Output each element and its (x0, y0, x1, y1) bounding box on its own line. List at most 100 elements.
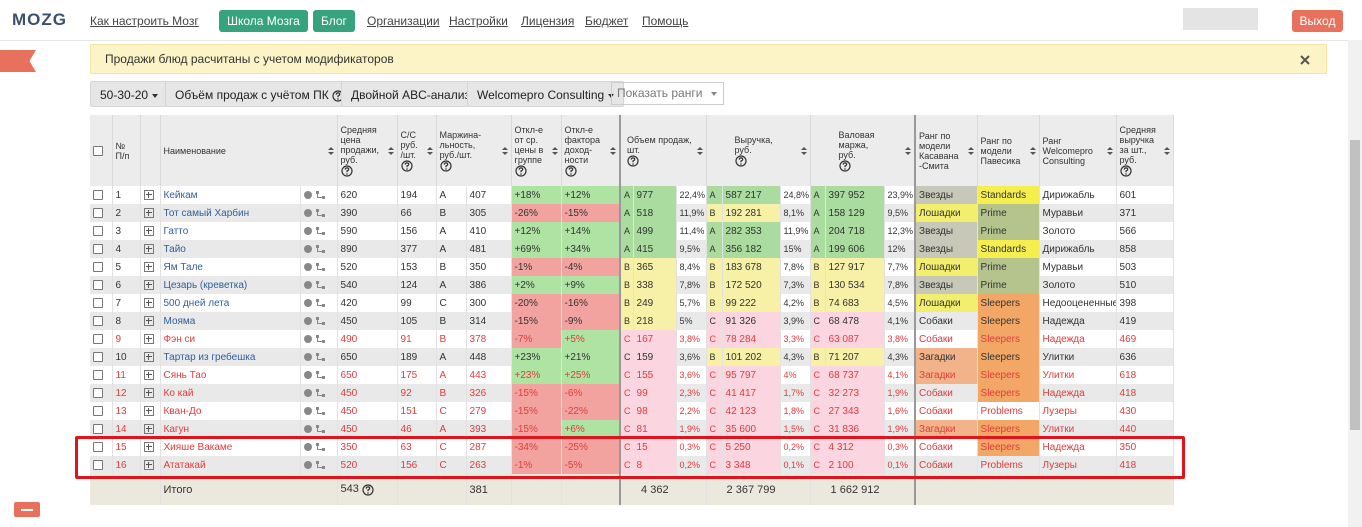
tree-icon[interactable] (316, 191, 325, 199)
checkbox[interactable] (93, 262, 103, 272)
nav-link[interactable]: Настройки (449, 14, 508, 28)
sort-icon[interactable] (1030, 147, 1035, 155)
tree-icon[interactable] (316, 371, 325, 379)
item-name[interactable]: Гатто (160, 222, 300, 240)
item-name[interactable]: Кейкам (160, 186, 300, 204)
tree-icon[interactable] (316, 263, 325, 271)
checkbox[interactable] (93, 226, 103, 236)
item-name[interactable]: Ям Тале (160, 258, 300, 276)
expand-icon[interactable] (144, 244, 154, 254)
checkbox[interactable] (93, 370, 103, 380)
info-icon[interactable] (304, 191, 312, 199)
checkbox[interactable] (93, 316, 103, 326)
tree-icon[interactable] (316, 407, 325, 415)
rank-select[interactable]: Показать ранги (611, 82, 724, 105)
info-icon[interactable] (304, 227, 312, 235)
tree-icon[interactable] (316, 281, 325, 289)
mode-dropdown[interactable]: 50-30-20 (90, 81, 168, 107)
help-icon[interactable] (341, 165, 353, 177)
help-icon[interactable] (735, 155, 747, 167)
info-icon[interactable] (304, 389, 312, 397)
help-icon[interactable] (1120, 165, 1132, 177)
checkbox[interactable] (93, 190, 103, 200)
nav-link[interactable]: Помощь (642, 14, 688, 28)
tree-icon[interactable] (316, 209, 325, 217)
expand-icon[interactable] (144, 280, 154, 290)
tree-icon[interactable] (316, 353, 325, 361)
expand-icon[interactable] (144, 334, 154, 344)
volume-button[interactable]: Объём продаж с учётом ПК (165, 81, 354, 107)
info-icon[interactable] (304, 245, 312, 253)
logout-button[interactable]: Выход (1292, 10, 1343, 32)
sort-icon[interactable] (552, 147, 557, 155)
item-name[interactable]: Тайо (160, 240, 300, 258)
collapse-button[interactable] (14, 502, 40, 517)
help-icon[interactable] (627, 155, 639, 167)
expand-icon[interactable] (144, 406, 154, 416)
item-name[interactable]: Сянь Тао (160, 366, 300, 384)
info-icon[interactable] (304, 299, 312, 307)
sort-icon[interactable] (1164, 147, 1169, 155)
user-box[interactable] (1183, 8, 1258, 30)
info-icon[interactable] (304, 335, 312, 343)
sort-icon[interactable] (328, 147, 333, 155)
sort-icon[interactable] (502, 147, 507, 155)
checkbox[interactable] (93, 280, 103, 290)
checkbox[interactable] (93, 334, 103, 344)
tree-icon[interactable] (316, 389, 325, 397)
expand-icon[interactable] (144, 370, 154, 380)
sort-icon[interactable] (427, 147, 432, 155)
tree-icon[interactable] (316, 317, 325, 325)
help-icon[interactable] (362, 484, 374, 496)
info-icon[interactable] (304, 317, 312, 325)
info-icon[interactable] (304, 371, 312, 379)
school-button[interactable]: Школа Мозга (219, 10, 308, 32)
expand-icon[interactable] (144, 298, 154, 308)
alert-close[interactable] (1300, 55, 1310, 65)
tree-icon[interactable] (316, 299, 325, 307)
tree-icon[interactable] (316, 245, 325, 253)
help-icon[interactable] (565, 165, 577, 177)
expand-icon[interactable] (144, 262, 154, 272)
sort-icon[interactable] (388, 147, 393, 155)
sort-icon[interactable] (801, 147, 806, 155)
info-icon[interactable] (304, 353, 312, 361)
side-tab[interactable] (0, 50, 36, 72)
sort-icon[interactable] (697, 147, 702, 155)
expand-icon[interactable] (144, 208, 154, 218)
sort-icon[interactable] (610, 147, 615, 155)
help-icon[interactable] (839, 160, 851, 172)
info-icon[interactable] (304, 281, 312, 289)
expand-icon[interactable] (144, 316, 154, 326)
expand-icon[interactable] (144, 190, 154, 200)
expand-icon[interactable] (144, 388, 154, 398)
checkbox[interactable] (93, 388, 103, 398)
item-name[interactable]: Цезарь (креветка) (160, 276, 300, 294)
help-link[interactable]: Как настроить Мозг (90, 14, 199, 28)
info-icon[interactable] (304, 209, 312, 217)
help-icon[interactable] (401, 160, 413, 172)
checkbox[interactable] (93, 298, 103, 308)
expand-icon[interactable] (144, 352, 154, 362)
help-icon[interactable] (515, 165, 527, 177)
nav-link[interactable]: Бюджет (585, 14, 628, 28)
checkbox[interactable] (93, 406, 103, 416)
item-name[interactable]: Мояма (160, 312, 300, 330)
tree-icon[interactable] (316, 227, 325, 235)
tree-icon[interactable] (316, 425, 325, 433)
abc-button[interactable]: Двойной ABC-анализ (341, 81, 480, 107)
sort-icon[interactable] (968, 147, 973, 155)
sort-icon[interactable] (1107, 147, 1112, 155)
blog-button[interactable]: Блог (313, 10, 355, 32)
help-icon[interactable] (440, 160, 452, 172)
checkbox[interactable] (93, 146, 103, 156)
checkbox[interactable] (93, 208, 103, 218)
scrollbar-thumb[interactable] (1350, 140, 1360, 430)
info-icon[interactable] (304, 425, 312, 433)
item-name[interactable]: Ко кай (160, 384, 300, 402)
checkbox[interactable] (93, 352, 103, 362)
expand-icon[interactable] (144, 424, 154, 434)
logo[interactable]: MOZG (12, 10, 67, 30)
sort-icon[interactable] (905, 147, 910, 155)
nav-link[interactable]: Организации (367, 14, 440, 28)
